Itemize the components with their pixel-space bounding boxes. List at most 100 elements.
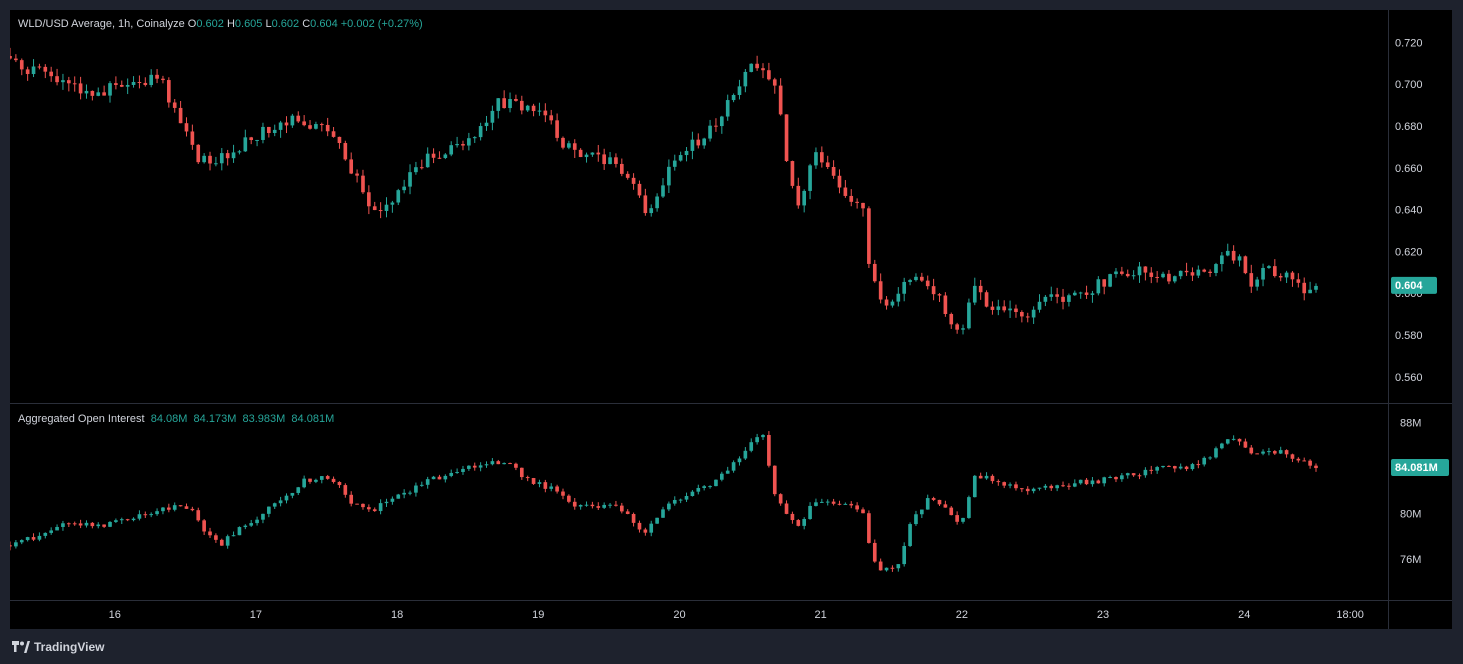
oi-candle-body <box>437 476 442 480</box>
price-candle-body <box>972 285 977 303</box>
price-candle-body <box>1296 279 1301 283</box>
oi-candle-body <box>1143 469 1148 476</box>
price-candle-body <box>667 166 671 186</box>
price-candle-body <box>119 84 124 87</box>
price-candle-body <box>102 92 106 96</box>
price-candles[interactable] <box>10 47 1318 335</box>
price-candle-body <box>367 192 371 207</box>
price-candle-body <box>225 153 230 159</box>
oi-candle-body <box>772 465 777 495</box>
oi-candle-body <box>131 518 136 521</box>
price-candle-body <box>1190 272 1195 276</box>
price-candle-body <box>631 177 636 184</box>
price-candle-body <box>743 71 748 87</box>
oi-candle-body <box>243 525 248 528</box>
oi-candle-body <box>67 523 71 525</box>
oi-candle-body <box>684 495 689 500</box>
oi-candle-body <box>114 520 118 522</box>
oi-candle-body <box>767 434 771 466</box>
oi-candle-body <box>255 519 259 524</box>
oi-candle-body <box>1114 476 1118 480</box>
oi-candle-body <box>425 479 430 485</box>
price-candle-body <box>737 86 742 95</box>
oi-candle-body <box>1061 485 1065 487</box>
price-candle-body <box>214 163 218 165</box>
price-candle-body <box>672 160 677 167</box>
price-legend[interactable]: WLD/USD Average, 1h, Coinalyze O0.602 H0… <box>18 18 423 30</box>
price-candle-body <box>878 281 883 300</box>
time-tick-label: 22 <box>956 609 968 621</box>
oi-candle-body <box>561 491 565 496</box>
oi-candle-body <box>749 442 754 451</box>
price-candle-body <box>208 155 212 164</box>
open-value: 0.602 <box>196 18 224 30</box>
oi-candle-body <box>543 482 548 489</box>
price-candle-body <box>984 292 989 307</box>
oi-candle-body <box>284 495 289 501</box>
price-candle-body <box>1072 292 1077 296</box>
oi-legend[interactable]: Aggregated Open Interest 84.08M 84.173M … <box>18 413 334 425</box>
oi-candle-body <box>484 464 489 466</box>
oi-candle-body <box>1190 464 1195 470</box>
oi-candle-body <box>778 494 783 504</box>
oi-candle-body <box>602 504 606 508</box>
oi-candle-body <box>584 504 589 506</box>
price-candle-body <box>1043 296 1048 302</box>
oi-candle-body <box>555 486 559 492</box>
oi-candle-body <box>578 505 583 507</box>
chart-svg[interactable]: 0.7200.7000.6800.6600.6400.6200.6000.580… <box>10 10 1452 629</box>
price-candle-body <box>1061 296 1065 302</box>
price-candle-body <box>155 74 159 79</box>
open-interest-candles[interactable] <box>10 431 1318 572</box>
oi-candle-body <box>590 504 595 507</box>
oi-candle-body <box>319 476 324 480</box>
price-candle-body <box>531 105 536 112</box>
price-candle-body <box>143 82 148 86</box>
price-candle-body <box>161 78 165 81</box>
oi-candle-body <box>720 473 724 480</box>
oi-candle-body <box>161 507 165 512</box>
price-candle-body <box>114 83 118 85</box>
price-candle-body <box>14 58 18 61</box>
price-candle-body <box>425 153 430 168</box>
price-candle-body <box>49 71 54 77</box>
oi-candle-body <box>1225 439 1230 444</box>
price-candle-body <box>1220 255 1224 265</box>
price-candle-body <box>478 126 483 138</box>
price-candle-body <box>1267 266 1271 268</box>
oi-candle-body <box>31 537 36 540</box>
oi-candle-body <box>202 520 206 532</box>
oi-candle-body <box>1202 457 1207 465</box>
oi-candle-body <box>455 471 459 473</box>
price-candle-body <box>1049 294 1054 297</box>
price-candle-body <box>567 143 571 148</box>
price-candle-body <box>708 125 712 139</box>
oi-candle-body <box>449 472 454 476</box>
oi-candle-body <box>643 529 648 533</box>
oi-candle-body <box>1249 447 1254 454</box>
oi-candle-body <box>1261 451 1265 454</box>
price-candle-body <box>678 155 683 161</box>
price-candle-body <box>896 293 901 302</box>
price-candle-body <box>837 175 842 188</box>
oi-candle-body <box>1072 483 1077 487</box>
chart-frame[interactable]: 0.720 0.700 0.680 0.660 0.640 0.620 0.600 0.580… <box>10 10 1452 629</box>
price-candle-body <box>867 208 871 264</box>
price-candle-body <box>372 206 377 211</box>
tradingview-footer[interactable]: TradingView <box>12 638 104 656</box>
oi-candle-body <box>1184 466 1189 470</box>
oi-candle-body <box>943 504 948 508</box>
price-candle-body <box>67 80 71 84</box>
oi-candle-body <box>108 521 112 527</box>
oi-candle-body <box>49 530 54 533</box>
price-candle-body <box>643 195 648 214</box>
oi-value-4: 84.081M <box>291 413 335 425</box>
oi-candle-body <box>72 523 77 525</box>
price-candle-body <box>437 157 442 159</box>
price-candle-body <box>467 138 471 146</box>
price-candle-body <box>555 120 559 138</box>
price-candle-body <box>619 163 624 174</box>
oi-candle-body <box>878 561 883 571</box>
price-candle-body <box>849 195 854 202</box>
oi-candle-body <box>755 437 759 443</box>
